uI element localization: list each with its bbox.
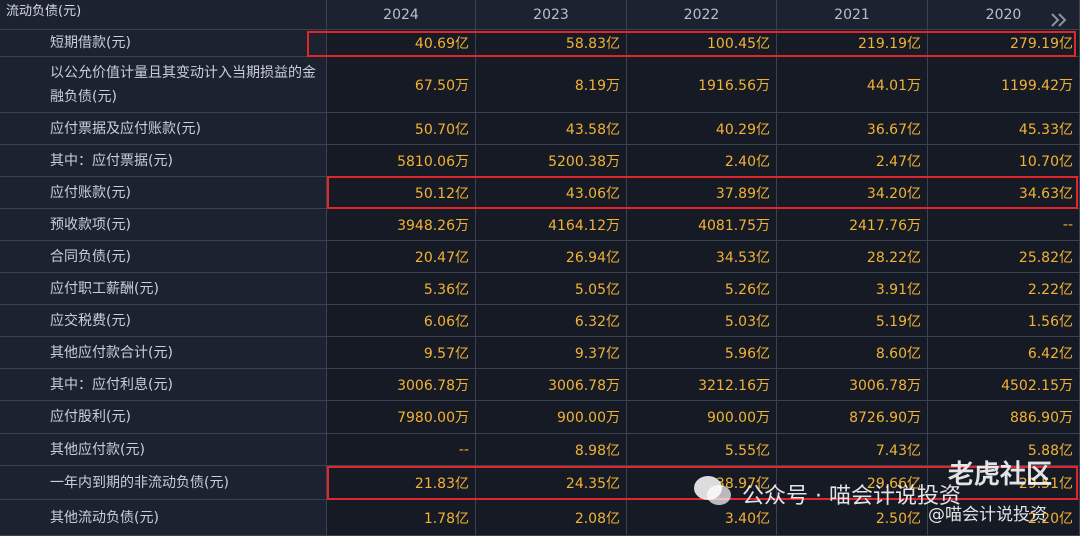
value-cell: 4164.12万	[476, 209, 627, 241]
header-title: 流动负债(元)	[0, 0, 327, 30]
value-cell: 5.03亿	[627, 305, 777, 337]
year-header: 2022	[627, 0, 777, 30]
value-cell: 24.35亿	[476, 466, 627, 500]
value-cell: 67.50万	[327, 57, 476, 113]
value-cell: 900.00万	[476, 401, 627, 434]
row-label: 预收款项(元)	[0, 209, 327, 241]
expand-icon[interactable]	[1048, 10, 1070, 30]
value-cell: 8726.90万	[777, 401, 928, 434]
value-cell: 8.98亿	[476, 434, 627, 466]
value-cell: 3006.78万	[777, 369, 928, 401]
value-cell: 8.60亿	[777, 337, 928, 369]
value-cell: 7980.00万	[327, 401, 476, 434]
value-cell: 3.91亿	[777, 273, 928, 305]
value-cell: 36.67亿	[777, 113, 928, 145]
watermark: 公众号 · 喵会计说投资	[742, 484, 961, 509]
value-cell: 2.20亿	[928, 500, 1080, 536]
row-label: 应付账款(元)	[0, 177, 327, 209]
value-cell: 40.29亿	[627, 113, 777, 145]
value-cell: 6.42亿	[928, 337, 1080, 369]
value-cell: 5.05亿	[476, 273, 627, 305]
value-cell: 5.26亿	[627, 273, 777, 305]
row-label: 应付职工薪酬(元)	[0, 273, 327, 305]
value-cell: 4502.15万	[928, 369, 1080, 401]
value-cell: --	[327, 434, 476, 466]
value-cell: 219.19亿	[777, 30, 928, 57]
value-cell: 20.47亿	[327, 241, 476, 273]
value-cell: 7.43亿	[777, 434, 928, 466]
highlight-box	[327, 176, 1078, 209]
value-cell: 8.19万	[476, 57, 627, 113]
value-cell: 6.06亿	[327, 305, 476, 337]
value-cell: 3212.16万	[627, 369, 777, 401]
value-cell: 2417.76万	[777, 209, 928, 241]
value-cell: 5.55亿	[627, 434, 777, 466]
value-cell: 50.70亿	[327, 113, 476, 145]
year-header: 2024	[327, 0, 476, 30]
row-label: 应付股利(元)	[0, 401, 327, 434]
row-label: 其他流动负债(元)	[0, 500, 327, 536]
row-label: 一年内到期的非流动负债(元)	[0, 466, 327, 500]
year-header: 2021	[777, 0, 928, 30]
value-cell: 50.12亿	[327, 177, 476, 209]
value-cell: 2.22亿	[928, 273, 1080, 305]
value-cell: 3.40亿	[627, 500, 777, 536]
value-cell: 9.37亿	[476, 337, 627, 369]
value-cell: 34.53亿	[627, 241, 777, 273]
value-cell: 37.89亿	[627, 177, 777, 209]
value-cell: 10.70亿	[928, 145, 1080, 177]
value-cell: 25.82亿	[928, 241, 1080, 273]
watermark: @喵会计说投资	[928, 505, 1047, 525]
value-cell: 100.45亿	[627, 30, 777, 57]
value-cell: 44.01万	[777, 57, 928, 113]
value-cell: 34.63亿	[928, 177, 1080, 209]
row-label: 短期借款(元)	[0, 30, 327, 57]
value-cell: 886.90万	[928, 401, 1080, 434]
row-label: 应交税费(元)	[0, 305, 327, 337]
value-cell: 2.47亿	[777, 145, 928, 177]
value-cell: 58.83亿	[476, 30, 627, 57]
value-cell: 9.57亿	[327, 337, 476, 369]
row-label: 其他应付款合计(元)	[0, 337, 327, 369]
watermark: 老虎社区	[948, 460, 1053, 490]
value-cell: 5200.38万	[476, 145, 627, 177]
value-cell: 5.36亿	[327, 273, 476, 305]
value-cell: 900.00万	[627, 401, 777, 434]
value-cell: 3006.78万	[327, 369, 476, 401]
value-cell: 28.22亿	[777, 241, 928, 273]
value-cell: 3948.26万	[327, 209, 476, 241]
value-cell: 2.08亿	[476, 500, 627, 536]
row-label: 合同负债(元)	[0, 241, 327, 273]
value-cell: 5.88亿	[928, 434, 1080, 466]
year-header: 2020	[928, 0, 1080, 30]
year-header: 2023	[476, 0, 627, 30]
value-cell: 6.32亿	[476, 305, 627, 337]
value-cell: 1916.56万	[627, 57, 777, 113]
value-cell: 34.20亿	[777, 177, 928, 209]
value-cell: 5.96亿	[627, 337, 777, 369]
value-cell: 5810.06万	[327, 145, 476, 177]
row-label: 其他应付款(元)	[0, 434, 327, 466]
row-label: 其中：应付利息(元)	[0, 369, 327, 401]
value-cell: 4081.75万	[627, 209, 777, 241]
value-cell: 26.94亿	[476, 241, 627, 273]
highlight-box	[307, 31, 1076, 57]
value-cell: 43.58亿	[476, 113, 627, 145]
wechat-logo	[694, 476, 731, 505]
row-label: 以公允价值计量且其变动计入当期损益的金融负债(元)	[0, 57, 327, 113]
value-cell: 5.19亿	[777, 305, 928, 337]
row-label: 其中：应付票据(元)	[0, 145, 327, 177]
value-cell: 2.40亿	[627, 145, 777, 177]
value-cell: 1199.42万	[928, 57, 1080, 113]
value-cell: 1.78亿	[327, 500, 476, 536]
value-cell: 45.33亿	[928, 113, 1080, 145]
value-cell: 21.83亿	[327, 466, 476, 500]
value-cell: --	[928, 209, 1080, 241]
value-cell: 3006.78万	[476, 369, 627, 401]
row-label: 应付票据及应付账款(元)	[0, 113, 327, 145]
value-cell: 1.56亿	[928, 305, 1080, 337]
value-cell: 2.50亿	[777, 500, 928, 536]
